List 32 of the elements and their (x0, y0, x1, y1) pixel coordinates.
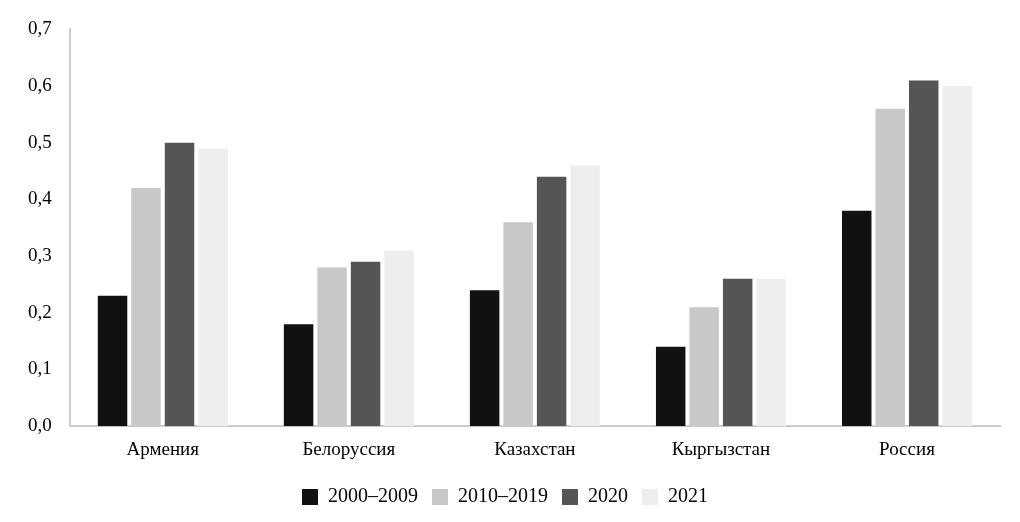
y-tick-label: 0,1 (28, 357, 52, 379)
x-tick-label: Белоруссия (302, 437, 396, 459)
y-tick-label: 0,0 (28, 414, 52, 436)
bar (350, 261, 381, 427)
bar (536, 176, 567, 427)
y-tick-label: 0,6 (28, 74, 52, 96)
legend-label: 2021 (668, 484, 708, 507)
bar (722, 278, 753, 427)
bar (655, 346, 686, 427)
bar (469, 290, 500, 427)
bar (164, 142, 195, 427)
x-tick-label: Казахстан (494, 437, 576, 459)
y-tick-label: 0,2 (28, 300, 52, 322)
y-tick-label: 0,3 (28, 244, 52, 266)
y-tick-label: 0,5 (28, 130, 52, 152)
bar (384, 250, 414, 427)
y-tick-label: 0,7 (28, 17, 52, 39)
bar (198, 148, 228, 427)
x-tick-label: Кыргызстан (671, 437, 771, 459)
bar (570, 165, 600, 427)
bar (842, 210, 872, 427)
legend-label: 2000–2009 (328, 484, 418, 507)
bar (942, 86, 972, 427)
legend-label: 2020 (588, 484, 628, 507)
legend-label: 2010–2019 (458, 484, 548, 507)
x-tick-label: Армения (126, 437, 200, 459)
bar (908, 80, 939, 427)
x-tick-label: Россия (879, 437, 936, 459)
bar (97, 295, 128, 427)
y-tick-label: 0,4 (28, 187, 53, 209)
bar (283, 324, 314, 427)
bar (756, 278, 786, 427)
